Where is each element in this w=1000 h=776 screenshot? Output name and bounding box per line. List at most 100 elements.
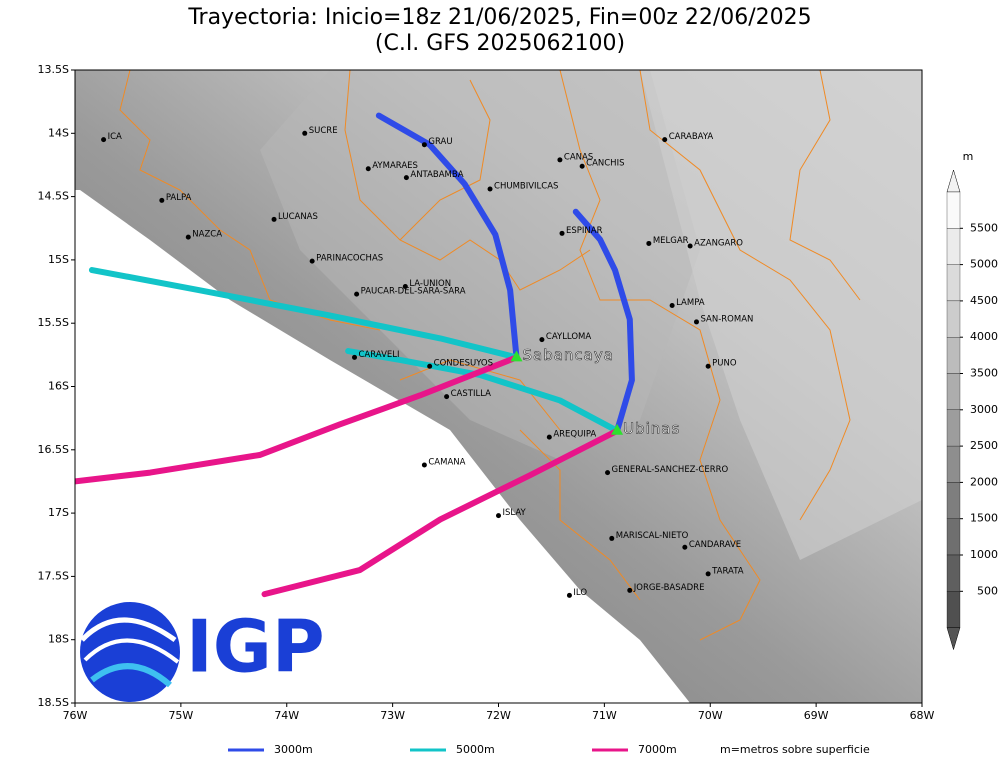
place-label: LUCANAS [278,212,318,222]
lat-tick-label: 17.5S [38,569,69,582]
place-label: AYMARAES [372,161,418,171]
colorbar-cell [946,337,961,374]
place-label: SAN-ROMAN [700,314,753,324]
place-dot [705,363,711,369]
place-dot [627,587,633,593]
place-dot [669,302,675,308]
place-label: CASTILLA [451,389,492,399]
colorbar-cell [946,191,961,229]
colorbar-cell [946,518,961,556]
place-label: AREQUIPA [553,430,596,440]
place-dot [309,258,315,264]
lat-tick-label: 16.5S [38,443,69,456]
place-dot [687,243,693,249]
volcano-label: Ubinas [623,419,680,437]
place-dot [579,163,585,169]
colorbar-label: 3500 [970,367,998,380]
colorbar-cell [946,445,961,483]
colorbar-label: 4000 [970,330,998,343]
logo-text: IGP [186,605,325,689]
place-label: JORGE-BASADRE [633,583,705,593]
place-dot [566,592,572,598]
place-label: TARATA [711,566,744,576]
place-dot [101,137,107,143]
lat-tick-label: 13.5S [38,63,69,76]
place-dot [421,462,427,468]
place-dot [402,283,408,289]
place-label: CARAVELI [359,350,400,360]
lat-tick-label: 15.5S [38,316,69,329]
lat-tick-label: 17S [48,506,69,519]
borders [119,70,861,641]
place-dot [705,571,711,577]
place-label: PARINACOCHAS [316,254,383,264]
place-label: ICA [108,132,122,142]
place-dot [365,166,371,172]
colorbar-cell [946,591,961,628]
place-dot [557,157,563,163]
lon-tick-label: 72W [486,709,511,722]
legend-label: 3000m [274,743,313,756]
lon-tick-label: 68W [910,709,935,722]
place-label: CHUMBIVILCAS [494,182,558,192]
volcano-label: Sabancaya [522,346,613,364]
place-label: CANDARAVE [689,540,741,550]
place-label: AZANGARO [694,238,743,248]
place-dot [352,354,358,360]
place-label: ILO [573,588,587,598]
colorbar-cell [946,554,961,592]
colorbar-label: 1000 [970,548,998,561]
lon-tick-label: 73W [380,709,405,722]
lat-tick-label: 18.5S [38,696,69,709]
place-dot [427,363,433,369]
lon-tick-label: 70W [698,709,723,722]
place-dot [403,175,409,181]
colorbar-label: 2000 [970,475,998,488]
place-label: ESPINAR [566,226,603,236]
place-label: GENERAL-SANCHEZ-CERRO [612,465,729,475]
place-label: CANAS [564,152,593,162]
colorbar-label: 1500 [970,512,998,525]
trajectory [261,427,621,598]
volcano-marker [510,350,523,362]
volcano-marker [611,423,624,435]
lat-tick-label: 14.5S [38,190,69,203]
lat-tick-label: 16S [48,380,69,393]
place-label: CAMANA [428,457,465,467]
place-label: LA-UNION [409,279,451,289]
colorbar-label: 500 [977,584,998,597]
place-label: NAZCA [192,230,222,240]
place-label: CANCHIS [586,159,624,169]
colorbar-bottom [946,627,961,651]
lat-tick-label: 15S [48,253,69,266]
lon-tick-label: 75W [168,709,193,722]
place-dot [662,137,668,143]
place-dot [559,230,565,236]
place-dot [546,434,552,440]
colorbar-label: 2500 [970,439,998,452]
place-dot [539,337,545,343]
lon-tick-label: 76W [63,709,88,722]
place-dot [271,216,277,222]
logo: IGP [80,602,325,702]
place-dot [159,197,165,203]
colorbar-cell [946,409,961,447]
place-label: CAYLLOMA [546,332,591,342]
place-dot [302,130,308,136]
place-label: CARABAYA [669,132,714,142]
place-dot [605,470,611,476]
place-dot [682,544,688,550]
place-dot [609,535,615,541]
place-label: MELGAR [653,236,689,246]
legend: 3000m 5000m 7000m m=metros sobre superficie [228,743,870,756]
colorbar-label: 3000 [970,403,998,416]
trajectory [572,208,635,434]
trajectory [375,112,520,361]
place-dot [646,240,652,246]
trajectory [345,348,621,434]
lat-tick-label: 14S [48,126,69,139]
lon-tick-label: 74W [274,709,299,722]
